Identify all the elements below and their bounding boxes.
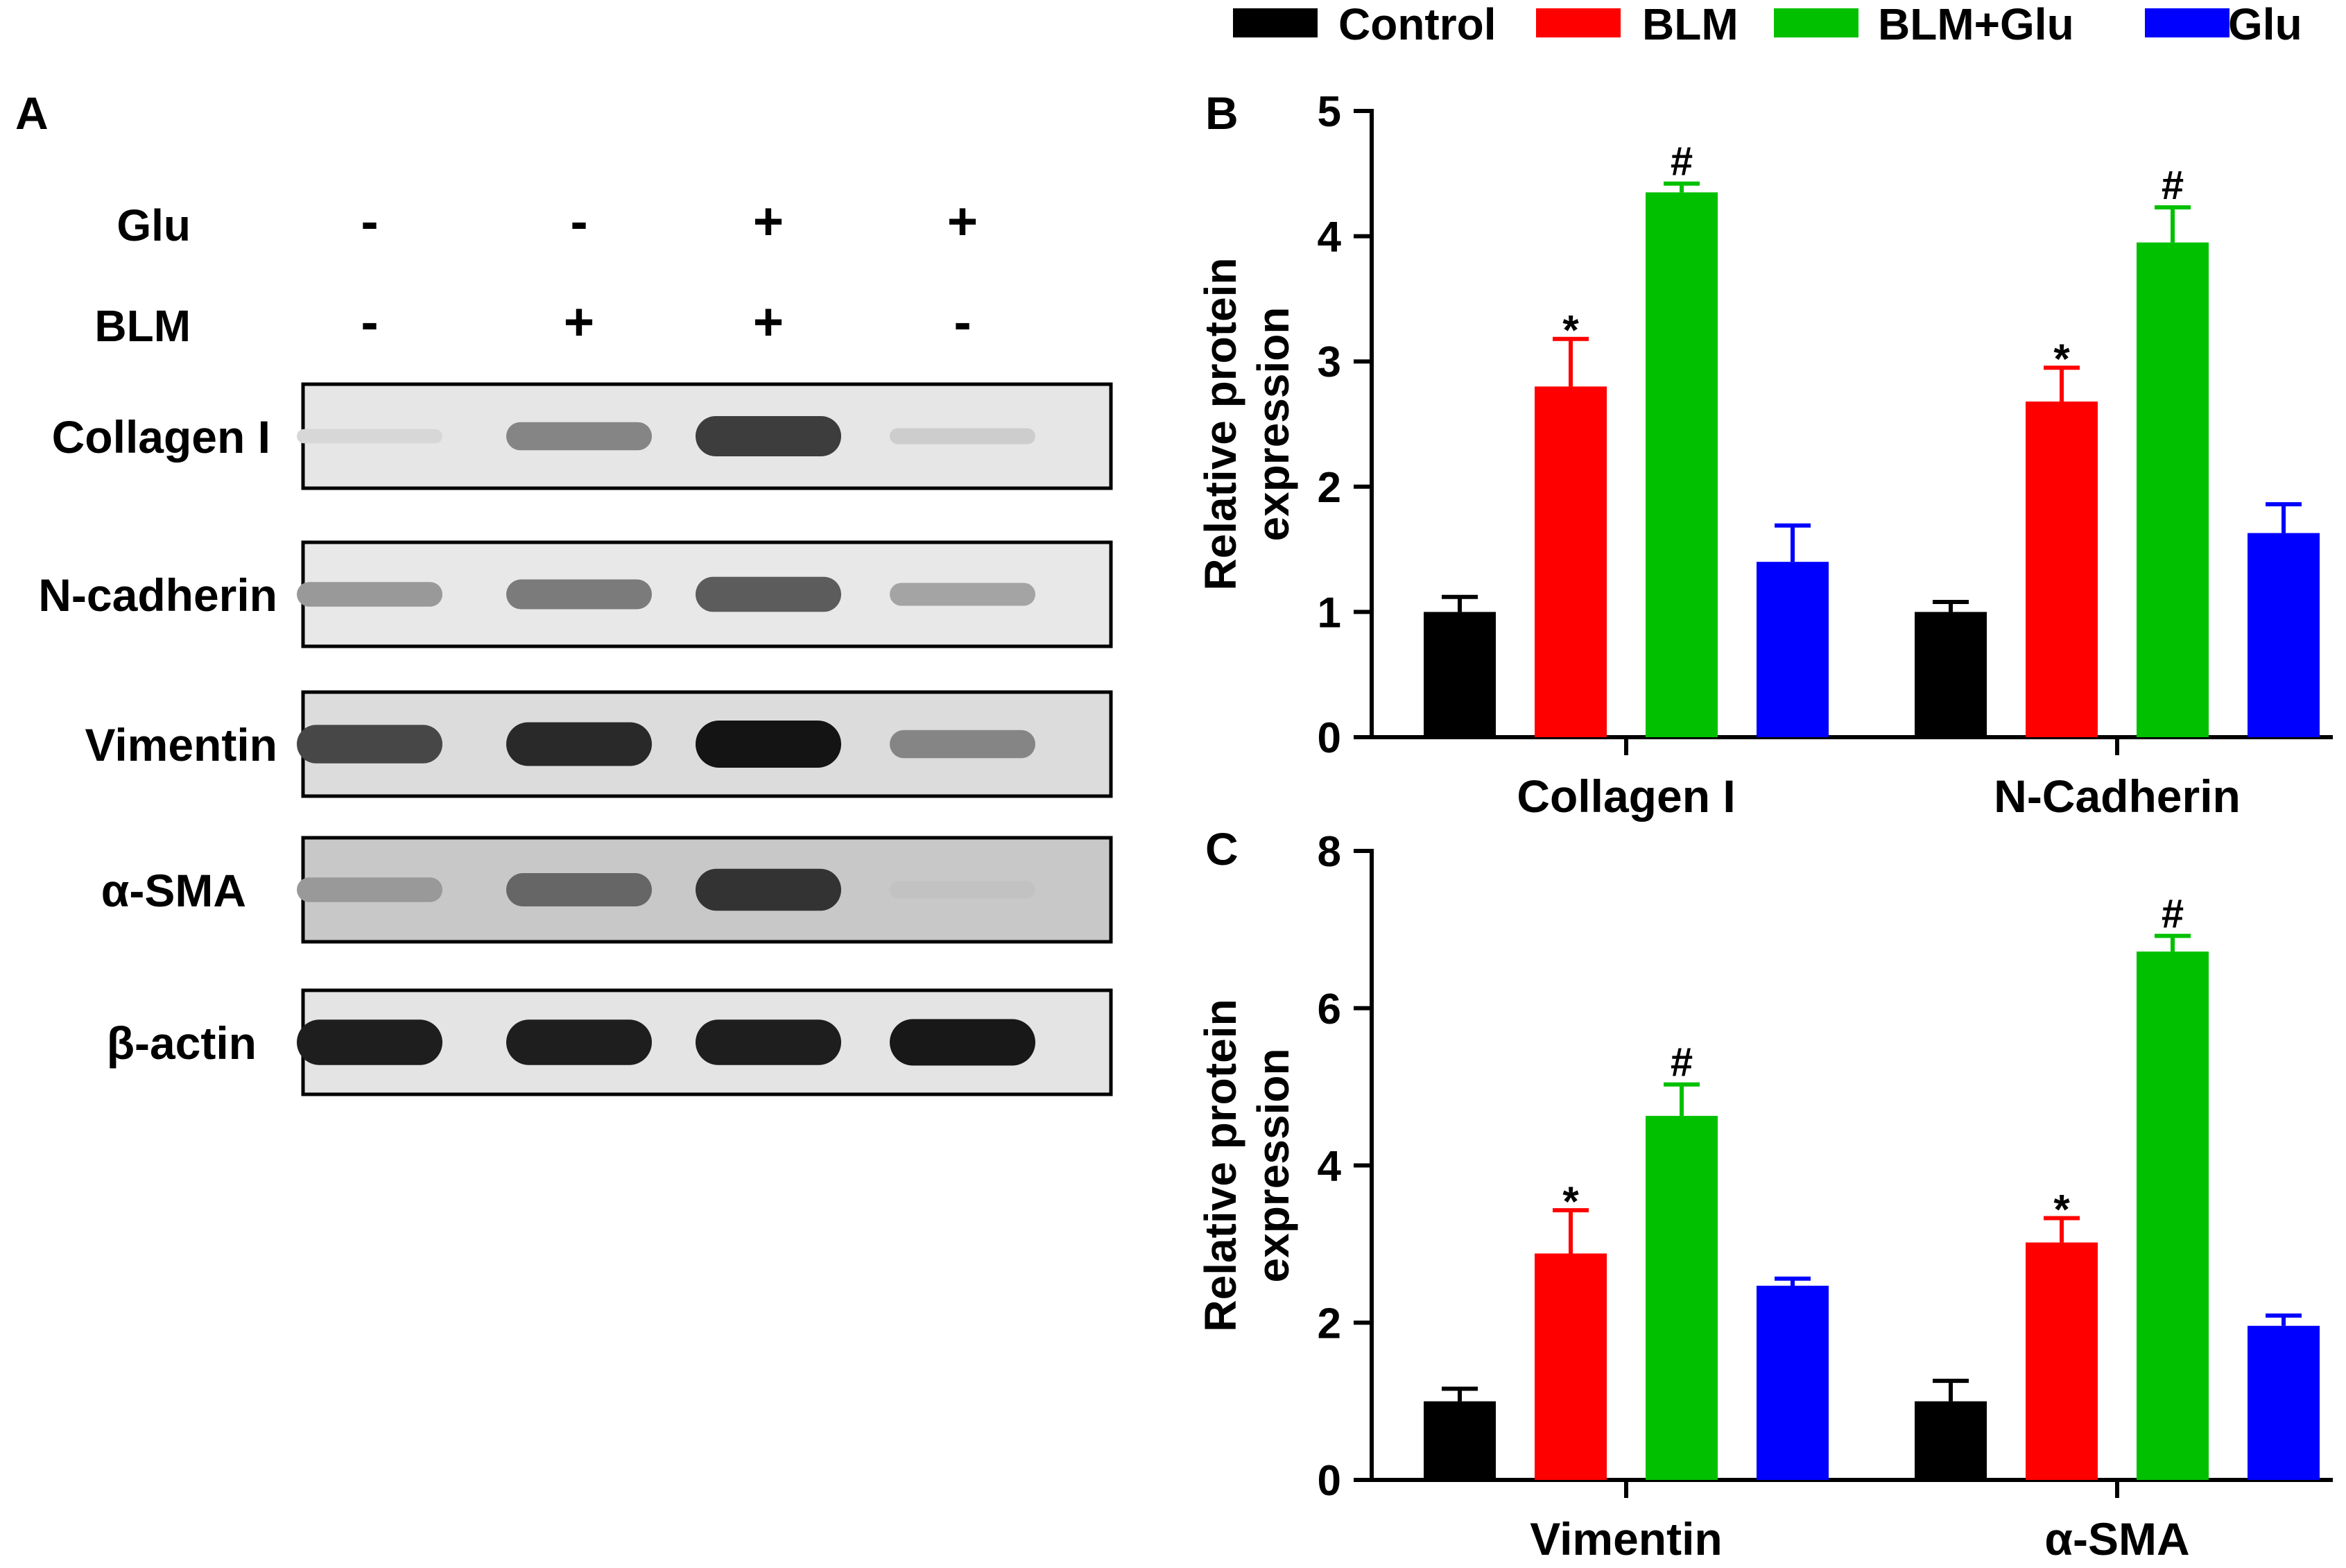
blot-label-3: α-SMA	[101, 865, 246, 916]
legend-swatch-3	[2145, 8, 2229, 37]
bar-BLM+Glu-0	[1646, 192, 1718, 737]
bar-BLM+Glu-1	[2137, 951, 2209, 1480]
significance-mark-BLM-0: *	[1562, 1178, 1579, 1225]
bar-BLM-0	[1535, 386, 1607, 737]
condition-sign-1-0: -	[361, 293, 378, 352]
blot-area: Glu - - + + BLM - + + - Collagen I N-cadherin Viment…	[38, 192, 1113, 1096]
bar-BLM-1	[2026, 1242, 2098, 1480]
blot-band-0-1	[506, 422, 652, 451]
x-tick-label-0: Collagen I	[1517, 770, 1735, 822]
panel-c-letter: C	[1205, 823, 1239, 875]
condition-sign-0-1: -	[570, 192, 587, 251]
bar-Control-1	[1915, 612, 1987, 737]
blot-band-0-3	[890, 428, 1035, 445]
blot-band-1-3	[890, 583, 1035, 606]
y-tick-label-1: 1	[1318, 589, 1341, 637]
bar-Glu-0	[1757, 1285, 1829, 1480]
blot-band-3-0	[297, 877, 442, 902]
panel-b-letter: B	[1205, 87, 1239, 139]
blot-band-2-0	[297, 725, 442, 764]
x-tick-label-1: α-SMA	[2044, 1513, 2189, 1565]
significance-mark-BLM+Glu-1: #	[2162, 891, 2184, 936]
bar-Control-1	[1915, 1401, 1987, 1480]
panel-a-western-blot: A Glu - - + + BLM - + + - Collagen I N-cadherin Vime…	[15, 87, 1113, 1096]
condition-sign-0-3: +	[947, 192, 978, 251]
blot-label-0: Collagen I	[52, 411, 270, 463]
blot-label-1: N-cadherin	[38, 569, 277, 621]
blot-label-2: Vimentin	[85, 719, 277, 770]
bar-Glu-1	[2248, 1325, 2320, 1480]
blot-band-1-1	[506, 579, 652, 610]
blot-band-2-2	[696, 721, 841, 768]
legend-label-2: BLM+Glu	[1878, 0, 2074, 49]
significance-mark-BLM+Glu-0: #	[1671, 139, 1693, 184]
legend-swatch-2	[1774, 8, 1858, 37]
blot-band-3-3	[890, 881, 1035, 899]
panel-b-chart: B 0 1 2 3 4 5 Relative proteinexpression Collag…	[1196, 87, 2333, 822]
blot-band-2-1	[506, 722, 652, 766]
significance-mark-BLM-1: *	[2053, 336, 2070, 382]
y-axis-label: Relative proteinexpression	[1196, 999, 1298, 1332]
condition-sign-1-2: +	[753, 293, 784, 352]
y-axis-label-line-0: Relative protein	[1196, 999, 1245, 1332]
y-axis-label-line-0: Relative protein	[1196, 257, 1245, 590]
blot-label-4: β-actin	[107, 1017, 257, 1069]
bar-BLM-0	[1535, 1253, 1607, 1480]
legend: Control BLM BLM+Glu Glu	[1233, 0, 2302, 49]
condition-sign-0-0: -	[361, 192, 378, 251]
condition-label-1: BLM	[94, 301, 191, 351]
significance-mark-BLM+Glu-0: #	[1671, 1040, 1693, 1085]
bar-Glu-1	[2248, 533, 2320, 737]
blot-band-4-3	[890, 1019, 1035, 1066]
x-tick-label-1: N-Cadherin	[1994, 770, 2241, 822]
legend-label-0: Control	[1338, 0, 1497, 49]
bar-BLM+Glu-0	[1646, 1116, 1718, 1480]
legend-label-3: Glu	[2228, 0, 2302, 49]
y-tick-label-0: 0	[1318, 1457, 1341, 1505]
y-tick-label-2: 4	[1318, 1143, 1342, 1191]
blot-band-0-0	[297, 429, 442, 444]
blot-band-0-2	[696, 416, 841, 456]
legend-swatch-0	[1233, 8, 1318, 37]
bar-Glu-0	[1757, 562, 1829, 737]
legend-swatch-1	[1536, 8, 1621, 37]
blot-band-4-2	[696, 1019, 841, 1065]
x-tick-label-0: Vimentin	[1530, 1513, 1723, 1565]
blot-band-1-2	[696, 576, 841, 612]
bar-Control-0	[1424, 1401, 1496, 1480]
condition-sign-0-2: +	[753, 192, 784, 251]
y-tick-label-2: 2	[1318, 464, 1341, 512]
panel-a-letter: A	[15, 87, 49, 139]
blot-band-4-1	[506, 1019, 652, 1065]
blot-band-1-0	[297, 582, 442, 607]
condition-sign-1-1: +	[564, 293, 594, 352]
bar-BLM+Glu-1	[2137, 242, 2209, 737]
y-tick-label-4: 8	[1318, 828, 1341, 876]
y-axis-label-line-1: expression	[1248, 307, 1298, 542]
significance-mark-BLM-0: *	[1562, 307, 1579, 354]
significance-mark-BLM-1: *	[2053, 1186, 2070, 1232]
y-tick-label-3: 6	[1318, 985, 1341, 1033]
panel-c-chart: C 0 2 4 6 8 Relative proteinexpression Vimenti…	[1196, 823, 2333, 1565]
condition-label-0: Glu	[117, 200, 191, 250]
blot-band-4-0	[297, 1019, 442, 1065]
condition-sign-1-3: -	[954, 293, 971, 352]
y-tick-label-3: 3	[1318, 338, 1341, 386]
blot-band-3-2	[696, 868, 841, 911]
legend-label-1: BLM	[1642, 0, 1739, 49]
y-axis-label: Relative proteinexpression	[1196, 257, 1298, 590]
blot-band-3-1	[506, 873, 652, 906]
y-tick-label-1: 2	[1318, 1300, 1341, 1347]
bar-BLM-1	[2026, 401, 2098, 737]
y-axis-label-line-1: expression	[1248, 1049, 1298, 1283]
bar-Control-0	[1424, 612, 1496, 737]
y-tick-label-5: 5	[1318, 88, 1341, 136]
y-tick-label-0: 0	[1318, 714, 1341, 762]
significance-mark-BLM+Glu-1: #	[2162, 163, 2184, 208]
blot-band-2-3	[890, 730, 1035, 759]
y-tick-label-4: 4	[1318, 214, 1342, 261]
